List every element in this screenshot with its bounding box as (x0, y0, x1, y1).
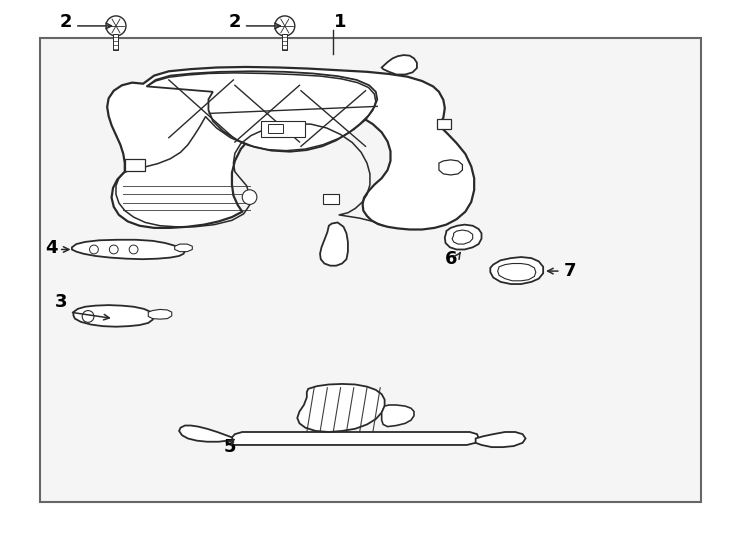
Polygon shape (439, 160, 462, 175)
Polygon shape (452, 230, 473, 244)
Text: 3: 3 (55, 293, 68, 312)
Circle shape (109, 245, 118, 254)
Text: 5: 5 (224, 438, 236, 456)
Text: 2: 2 (228, 12, 241, 31)
Bar (40, 38, 701, 502)
Circle shape (82, 310, 94, 322)
Text: 2: 2 (59, 12, 72, 31)
Circle shape (106, 16, 126, 36)
Polygon shape (320, 222, 348, 266)
Bar (323, 194, 339, 204)
Text: 1: 1 (334, 12, 346, 31)
Polygon shape (226, 432, 479, 445)
Polygon shape (445, 225, 482, 249)
Polygon shape (72, 240, 185, 259)
Polygon shape (148, 309, 172, 319)
Polygon shape (382, 405, 414, 427)
Polygon shape (73, 305, 154, 327)
Polygon shape (107, 67, 474, 230)
Bar (125, 159, 145, 171)
Polygon shape (476, 432, 526, 447)
Polygon shape (490, 257, 543, 284)
Circle shape (129, 245, 138, 254)
Polygon shape (297, 384, 385, 432)
Polygon shape (382, 55, 417, 75)
Bar (437, 119, 451, 129)
Circle shape (242, 190, 257, 205)
Bar (114, 34, 118, 50)
Text: 4: 4 (46, 239, 58, 258)
Polygon shape (147, 71, 377, 152)
Polygon shape (179, 426, 233, 443)
Bar (268, 124, 283, 133)
Text: 7: 7 (564, 262, 576, 280)
Circle shape (275, 16, 295, 36)
Bar (261, 121, 305, 137)
Text: 6: 6 (445, 250, 458, 268)
Polygon shape (498, 264, 536, 281)
Circle shape (90, 245, 98, 254)
Polygon shape (175, 244, 192, 252)
Bar (283, 34, 287, 50)
